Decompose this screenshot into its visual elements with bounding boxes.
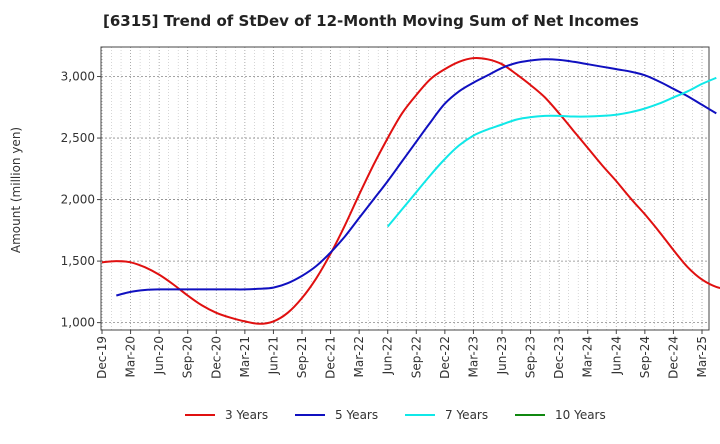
legend-label: 10 Years <box>555 408 606 422</box>
y-tick-label: 2,000 <box>61 193 95 207</box>
x-tick-label: Sep-20 <box>181 336 195 378</box>
x-tick-label: Dec-21 <box>324 336 338 379</box>
series-layer <box>101 56 720 325</box>
y-tick-label: 3,000 <box>61 70 95 84</box>
series-line-3-years <box>101 56 720 325</box>
x-tick-label: Mar-22 <box>352 336 366 377</box>
x-tick-label: Mar-25 <box>695 336 709 377</box>
x-tick-label: Dec-23 <box>552 336 566 379</box>
x-tick-label: Dec-22 <box>438 336 452 379</box>
legend-label: 5 Years <box>335 408 378 422</box>
x-tick-label: Mar-21 <box>238 336 252 377</box>
x-tick-label: Jun-23 <box>495 336 509 375</box>
x-tick-label: Sep-24 <box>638 336 652 378</box>
x-tick-label: Sep-21 <box>295 336 309 378</box>
x-tick-label: Jun-22 <box>381 336 395 375</box>
plot-frame <box>100 46 710 331</box>
x-tick-label: Sep-23 <box>524 336 538 378</box>
y-tick-labels: 1,000 1,500 2,000 2,500 3,000 <box>61 70 101 330</box>
series-line-7-years <box>386 76 717 228</box>
grid-layer <box>101 47 709 330</box>
x-tick-label: Dec-20 <box>209 336 223 379</box>
legend-label: 7 Years <box>445 408 488 422</box>
chart-title: [6315] Trend of StDev of 12-Month Moving… <box>103 12 639 30</box>
x-tick-label: Dec-19 <box>95 336 109 379</box>
legend: 3 Years 5 Years 7 Years 10 Years <box>185 408 606 422</box>
x-tick-label: Mar-20 <box>124 336 138 377</box>
series-line-5-years <box>116 58 717 297</box>
y-tick-label: 1,500 <box>61 254 95 268</box>
x-tick-label: Jun-20 <box>152 336 166 375</box>
x-tick-label: Jun-21 <box>266 336 280 375</box>
x-tick-label: Sep-22 <box>409 336 423 378</box>
y-tick-label: 2,500 <box>61 131 95 145</box>
x-tick-label: Dec-24 <box>666 336 680 379</box>
x-tick-labels: Dec-19 Mar-20 Jun-20 Sep-20 Dec-20 Mar-21 Jun-… <box>95 330 709 379</box>
y-axis-label: Amount (million yen) <box>9 127 23 253</box>
legend-label: 3 Years <box>225 408 268 422</box>
x-tick-label: Mar-23 <box>466 336 480 377</box>
y-tick-label: 1,000 <box>61 316 95 330</box>
x-tick-label: Mar-24 <box>581 336 595 377</box>
x-tick-label: Jun-24 <box>609 336 623 375</box>
